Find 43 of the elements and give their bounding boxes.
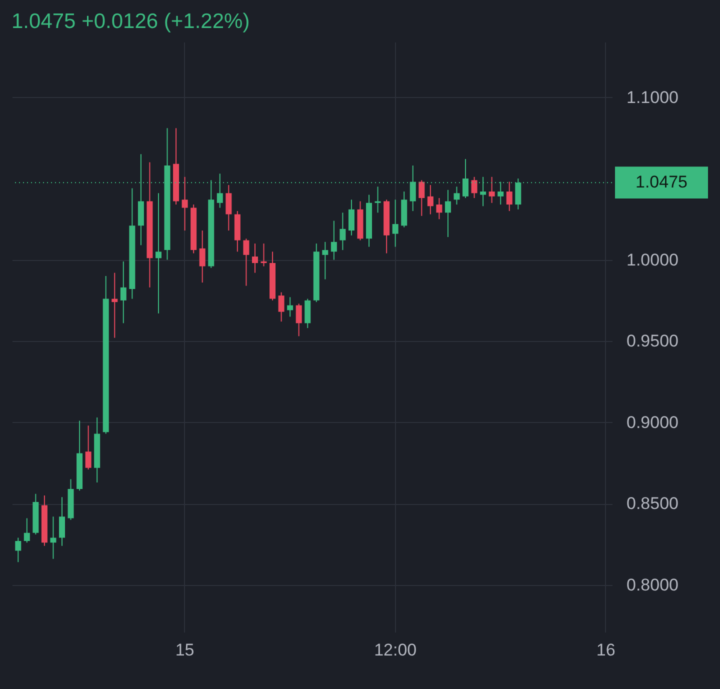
candlestick xyxy=(182,176,188,232)
x-tick-label: 16 xyxy=(596,640,616,660)
candlestick xyxy=(287,296,294,318)
candlestick xyxy=(85,425,92,470)
candlestick xyxy=(304,298,311,329)
candlestick xyxy=(296,303,302,337)
y-tick-label: 0.8000 xyxy=(626,575,678,594)
y-tick-label: 0.9000 xyxy=(626,412,678,432)
candlestick xyxy=(348,199,354,236)
candlestick xyxy=(15,537,22,563)
candlestick xyxy=(112,272,118,338)
candlestick xyxy=(330,220,337,260)
y-tick-label: 1.0000 xyxy=(626,250,678,270)
candlestick xyxy=(322,241,328,280)
x-tick-label: 15 xyxy=(175,640,194,660)
candlestick xyxy=(418,180,425,216)
candlestick xyxy=(471,176,478,199)
candlestick xyxy=(243,238,250,286)
candlestick xyxy=(444,189,451,238)
candlestick xyxy=(427,184,434,215)
candlestick xyxy=(506,181,512,212)
candlestick xyxy=(226,184,232,232)
candlestick xyxy=(155,192,162,314)
y-tick-label: 0.8500 xyxy=(626,494,678,514)
candlestick xyxy=(24,518,30,544)
x-tick-label: 12:00 xyxy=(374,640,417,660)
chart-subtitle: 1.0475 +0.0126 (+1.22%) xyxy=(12,10,250,33)
y-tick-label: 0.9500 xyxy=(626,332,678,351)
candlestick xyxy=(260,243,267,267)
ref-line-label: 1.0475 xyxy=(636,172,688,192)
candlestick xyxy=(392,199,398,248)
candlestick xyxy=(488,176,495,204)
candlestick xyxy=(50,516,56,560)
candlestick xyxy=(252,243,258,274)
candlestick xyxy=(436,198,442,220)
candlestick xyxy=(120,260,126,324)
candlestick xyxy=(278,292,284,322)
candlestick xyxy=(59,496,65,546)
candlestick xyxy=(454,186,460,206)
candlestick xyxy=(374,186,381,214)
y-tick-label: 1.1000 xyxy=(626,88,678,107)
candlestick xyxy=(199,230,206,284)
candlestick xyxy=(340,212,346,251)
